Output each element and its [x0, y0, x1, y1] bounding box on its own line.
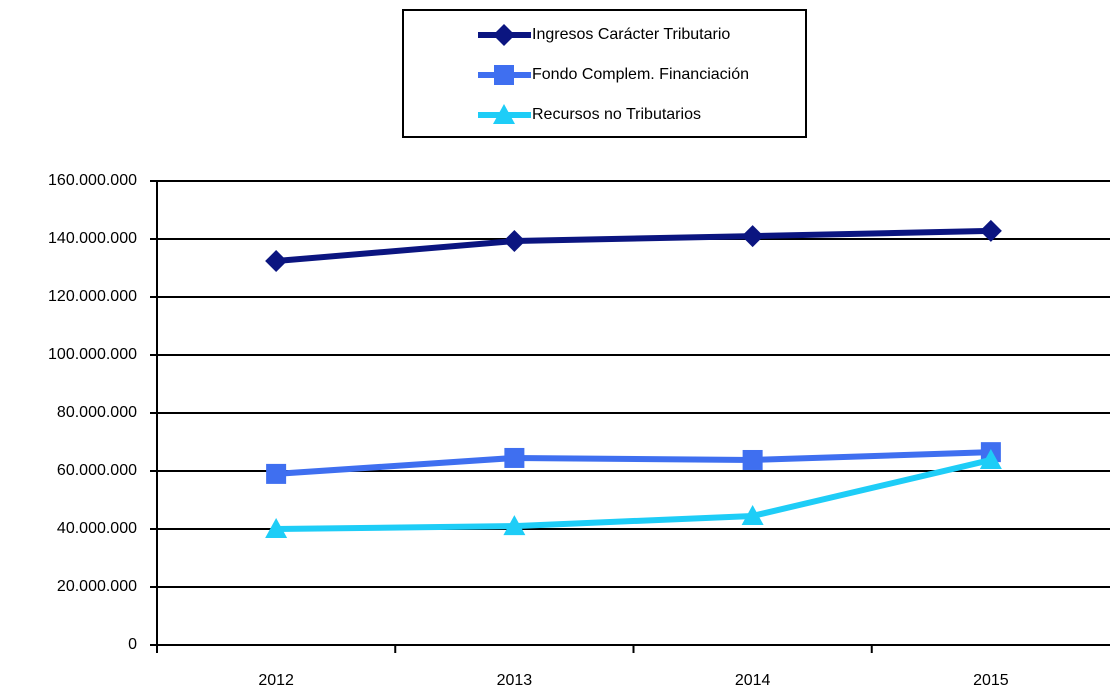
series-line	[275, 227, 991, 265]
x-tick-label: 2015	[973, 672, 1009, 689]
point	[741, 504, 764, 525]
y-tick-label: 160.000.000	[48, 172, 137, 189]
series-line	[275, 449, 991, 477]
legend-marker	[494, 65, 514, 85]
point	[265, 518, 288, 538]
y-tick-label: 60.000.000	[57, 462, 137, 479]
legend-box	[402, 9, 807, 138]
point	[504, 447, 525, 468]
legend-label: Recursos no Tributarios	[532, 106, 701, 123]
legend-marker	[493, 104, 515, 124]
point	[979, 448, 1002, 469]
legend-label: Ingresos Carácter Tributario	[532, 26, 730, 43]
point	[503, 230, 526, 253]
point	[503, 515, 526, 536]
point	[742, 449, 763, 470]
y-tick-label: 100.000.000	[48, 346, 137, 363]
x-tick-label: 2013	[497, 672, 533, 689]
y-tick-label: 140.000.000	[48, 230, 137, 247]
point	[266, 463, 287, 484]
legend-marker	[493, 24, 515, 46]
point	[265, 250, 288, 273]
x-tick-label: 2014	[735, 672, 771, 689]
y-tick-label: 20.000.000	[57, 578, 137, 595]
y-tick-label: 80.000.000	[57, 404, 137, 421]
point	[979, 219, 1002, 242]
legend-label: Fondo Complem. Financiación	[532, 66, 749, 83]
x-tick-label: 2012	[258, 672, 294, 689]
y-tick-label: 0	[128, 636, 137, 653]
series-line	[276, 457, 992, 532]
y-tick-label: 40.000.000	[57, 520, 137, 537]
point	[741, 225, 764, 248]
y-tick-label: 120.000.000	[48, 288, 137, 305]
